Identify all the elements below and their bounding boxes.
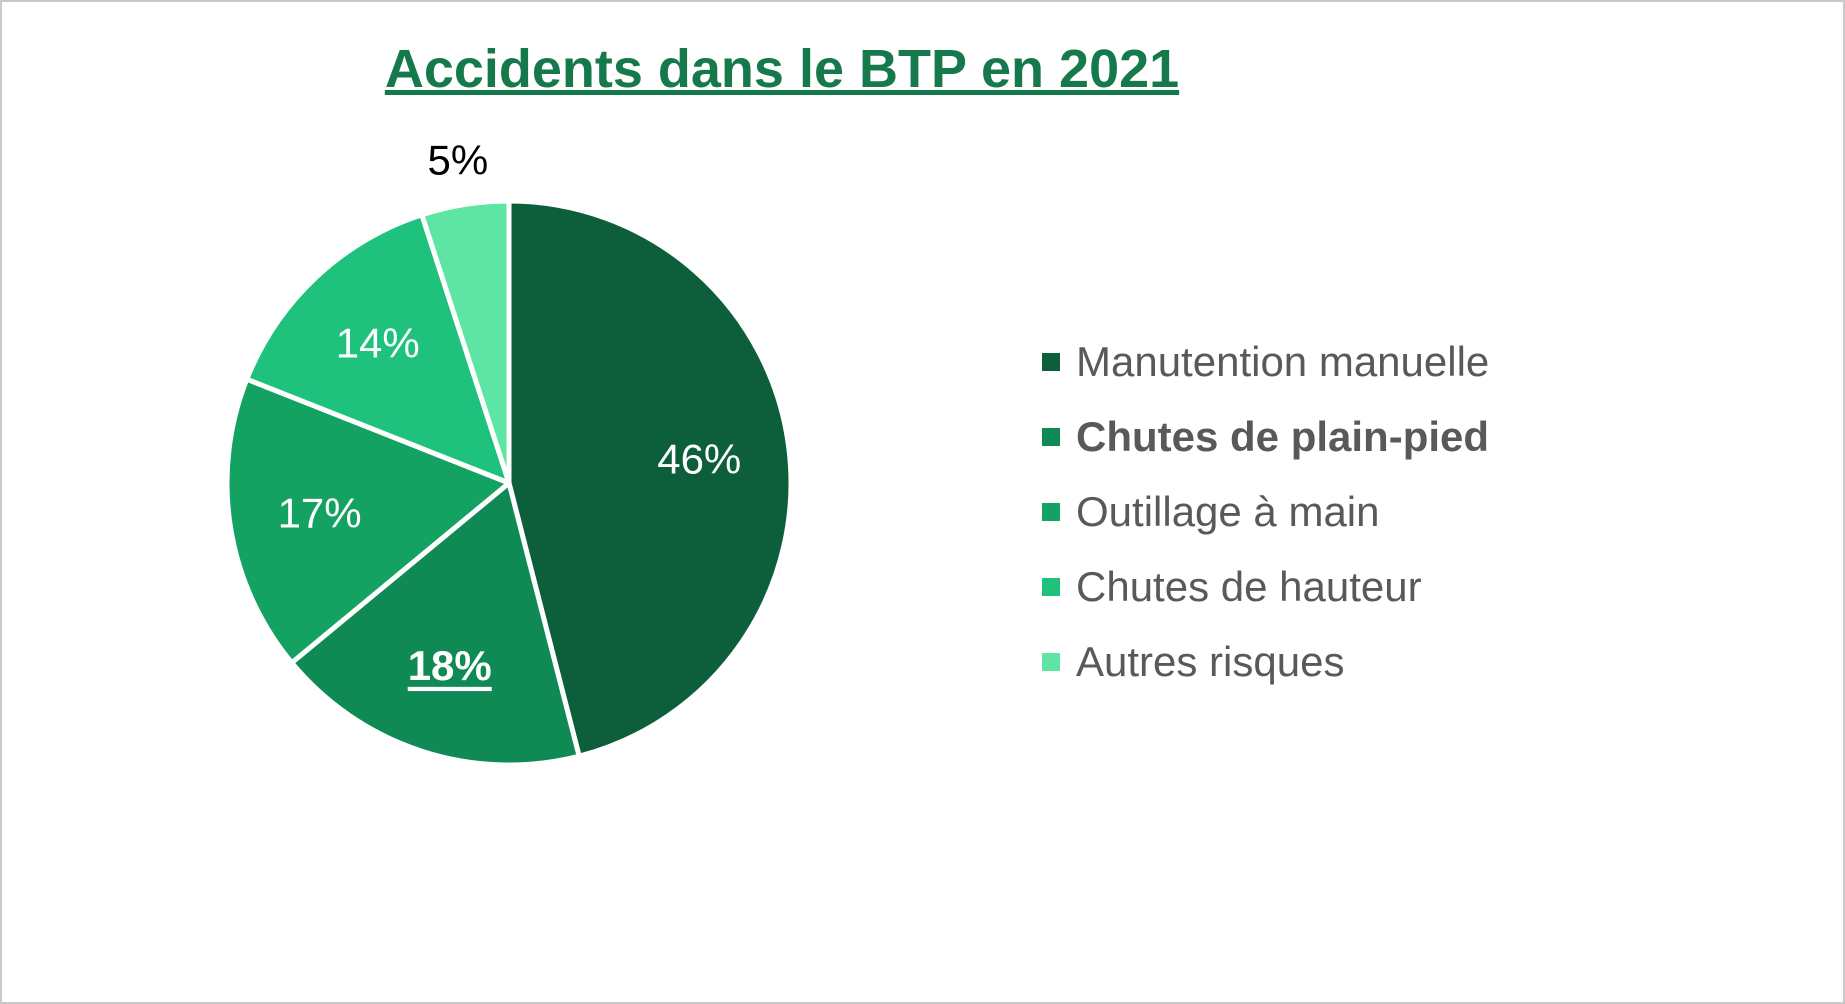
pie-data-label-3: 17% [278, 490, 362, 537]
legend-item-4: Chutes de hauteur [1042, 549, 1489, 624]
legend-item-5: Autres risques [1042, 624, 1489, 699]
legend-marker-1 [1042, 352, 1060, 371]
legend-marker-2 [1042, 427, 1060, 446]
legend-label-5: Autres risques [1076, 637, 1345, 685]
legend-label-3: Outillage à main [1076, 487, 1380, 535]
pie-slice-1 [506, 198, 794, 759]
legend-marker-3 [1042, 502, 1060, 521]
chart-legend: Manutention manuelle Chutes de plain-pied… [1042, 324, 1489, 699]
chart-title: Accidents dans le BTP en 2021 [384, 39, 1180, 99]
legend-label-1: Manutention manuelle [1076, 337, 1490, 385]
pie-slice-5 [419, 198, 512, 486]
legend-marker-5 [1042, 652, 1060, 671]
legend-item-1: Manutention manuelle [1042, 324, 1489, 399]
pie-slice-2 [289, 480, 582, 768]
pie-data-label-2: 18% [408, 642, 492, 689]
legend-label-2: Chutes de plain-pied [1076, 412, 1490, 460]
legend-marker-4 [1042, 577, 1060, 596]
pie-data-label-4: 14% [336, 320, 420, 367]
pie-data-label-5: 5% [427, 136, 488, 183]
legend-label-4: Chutes de hauteur [1076, 562, 1422, 610]
pie-slice-3 [224, 376, 512, 666]
pie-data-label-1: 46% [657, 435, 741, 482]
legend-item-3: Outillage à main [1042, 474, 1489, 549]
pie-chart: 46% 18% 17% 14% 5% [224, 136, 794, 768]
legend-item-2: Chutes de plain-pied [1042, 399, 1489, 474]
